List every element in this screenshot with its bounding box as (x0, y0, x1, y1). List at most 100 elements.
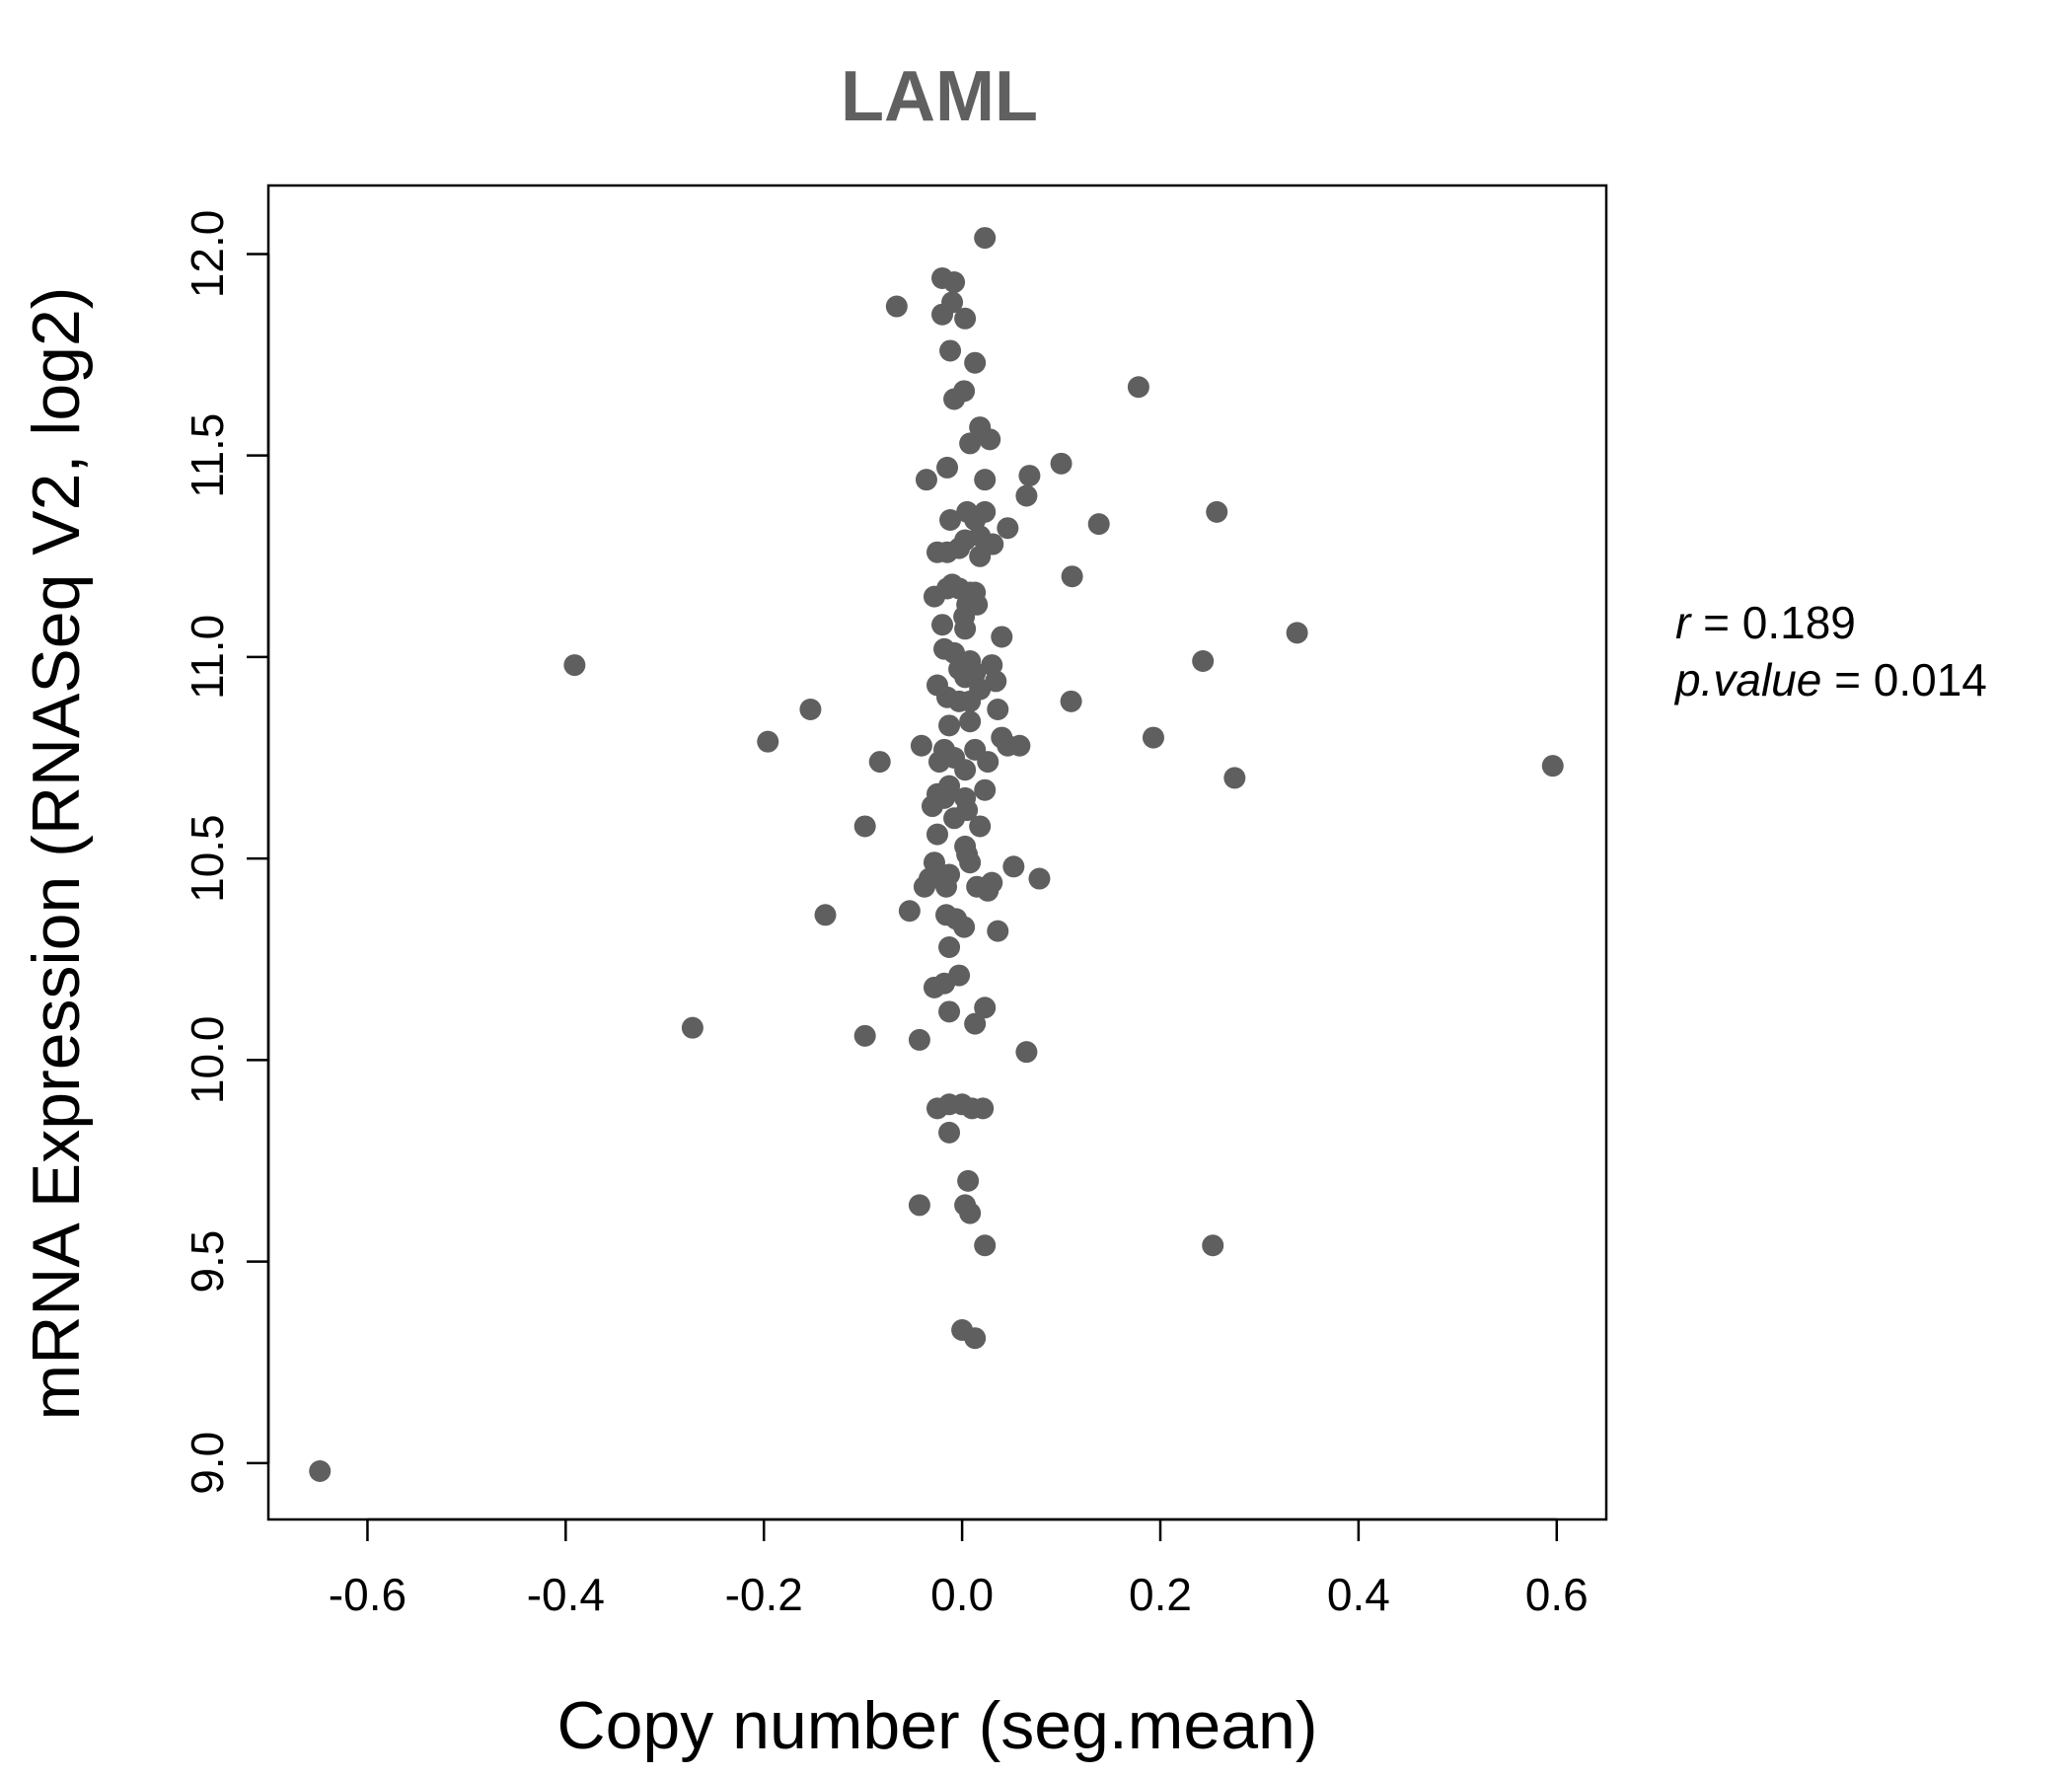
y-axis-label: mRNA Expression (RNASeq V2, log2) (19, 287, 94, 1421)
data-point (1192, 649, 1215, 672)
data-point (938, 935, 961, 958)
data-point (1286, 622, 1308, 644)
data-point (964, 1327, 987, 1350)
chart-title: LAML (841, 57, 1038, 136)
data-point (1206, 500, 1228, 523)
data-point (1127, 376, 1149, 399)
data-point (954, 307, 977, 330)
data-point (309, 1459, 332, 1482)
data-point (974, 778, 997, 801)
data-point (926, 823, 948, 846)
y-axis: 9.0 9.5 10.0 10.5 11.0 11.5 12.0 (182, 210, 270, 1495)
x-tick-label: 0.2 (1129, 1569, 1192, 1620)
data-point (938, 714, 961, 737)
x-tick-label: 0.4 (1327, 1569, 1390, 1620)
data-point (928, 751, 951, 774)
data-point (1223, 767, 1246, 789)
data-point (910, 734, 932, 757)
data-point (969, 815, 992, 838)
data-point (974, 997, 997, 1019)
x-axis-label: Copy number (seg.mean) (556, 1688, 1317, 1763)
y-tick-label: 9.5 (182, 1230, 233, 1294)
data-points (309, 227, 1564, 1482)
data-point (954, 618, 977, 640)
r-equals: = (1703, 597, 1742, 648)
data-point (1008, 734, 1031, 757)
p-equals: = (1834, 654, 1874, 705)
data-point (799, 698, 822, 720)
y-tick-label: 11.0 (182, 615, 233, 700)
data-point (959, 432, 982, 455)
y-tick-label: 12.0 (182, 210, 233, 299)
r-label: r (1675, 597, 1692, 648)
data-point (959, 1202, 982, 1224)
data-point (943, 388, 966, 410)
data-point (908, 1028, 930, 1051)
r-annotation: r = 0.189 (1675, 597, 1856, 648)
data-point (959, 710, 982, 733)
data-point (935, 875, 958, 898)
data-point (964, 351, 987, 374)
data-point (938, 1121, 961, 1144)
data-point (1202, 1234, 1224, 1257)
data-point (936, 456, 959, 479)
data-point (1050, 452, 1073, 475)
data-point (885, 295, 908, 318)
data-point (681, 1016, 703, 1039)
data-point (563, 654, 586, 677)
data-point (974, 469, 997, 491)
data-point (853, 815, 876, 838)
data-point (1015, 484, 1038, 507)
data-point (1541, 755, 1564, 777)
data-point (1087, 513, 1110, 536)
r-value: 0.189 (1742, 597, 1856, 648)
data-point (1018, 465, 1041, 487)
data-point (943, 807, 966, 830)
y-tick-label: 11.5 (182, 413, 233, 498)
x-tick-label: -0.4 (527, 1569, 605, 1620)
data-point (1142, 726, 1164, 749)
p-annotation: p.value = 0.014 (1673, 654, 1987, 705)
data-point (954, 666, 977, 689)
data-point (987, 698, 1009, 720)
y-tick-label: 10.5 (182, 814, 233, 903)
data-point (913, 875, 935, 898)
data-point (943, 271, 966, 294)
data-point (931, 614, 954, 636)
data-point (939, 339, 962, 362)
data-point (931, 303, 954, 326)
data-point (969, 545, 992, 567)
data-point (923, 976, 945, 999)
data-point (938, 1000, 961, 1023)
x-axis: -0.6 -0.4 -0.2 0.0 0.2 0.4 0.6 (329, 1517, 1589, 1620)
x-tick-label: 0.6 (1525, 1569, 1589, 1620)
data-point (964, 1012, 987, 1035)
p-label: p.value (1673, 654, 1821, 705)
data-point (979, 428, 1001, 451)
data-point (1015, 1041, 1038, 1064)
y-tick-label: 9.0 (182, 1432, 233, 1495)
y-tick-label: 10.0 (182, 1016, 233, 1105)
data-point (1002, 855, 1025, 878)
data-point (977, 879, 999, 902)
data-point (972, 1097, 995, 1120)
data-point (974, 1234, 997, 1257)
data-point (1061, 565, 1083, 588)
data-point (853, 1024, 876, 1047)
data-point (953, 916, 976, 938)
x-tick-label: -0.6 (329, 1569, 407, 1620)
data-point (814, 904, 837, 926)
data-point (757, 730, 779, 753)
data-point (1028, 867, 1051, 890)
data-point (915, 469, 937, 491)
data-point (954, 759, 977, 781)
data-point (991, 626, 1013, 648)
data-point (957, 1169, 980, 1192)
data-point (948, 690, 971, 712)
data-point (936, 541, 959, 563)
data-point (997, 517, 1019, 540)
data-point (921, 795, 943, 818)
data-point (923, 585, 945, 608)
data-point (868, 751, 891, 774)
